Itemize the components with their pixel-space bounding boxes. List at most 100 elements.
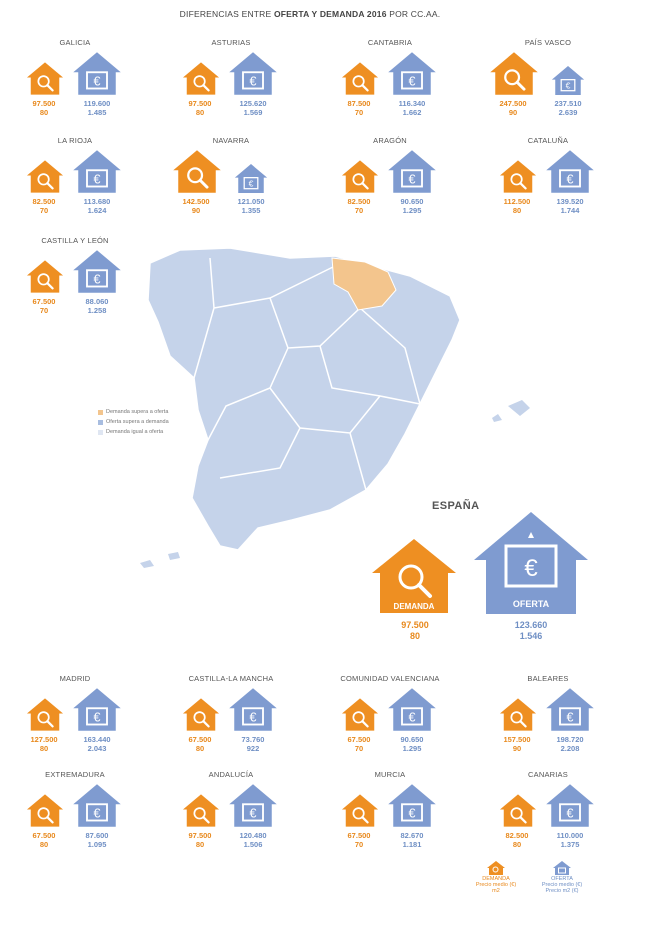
demanda-values: 67.500 70 xyxy=(18,297,70,315)
oferta-price: 73.760 xyxy=(241,735,265,744)
oferta-house-icon: € xyxy=(387,51,437,96)
svg-text:€: € xyxy=(249,179,254,189)
svg-text:€: € xyxy=(94,272,101,286)
region-card: ASTURIAS €97.500 80 125.620 1.569 xyxy=(166,38,296,134)
baleares-shape xyxy=(492,400,530,422)
spain-oferta-m2: 1.546 xyxy=(519,631,543,641)
demanda-price: 67.500 xyxy=(347,735,371,744)
demanda-m2: 80 xyxy=(512,206,522,215)
demanda-values: 157.500 90 xyxy=(491,735,543,753)
oferta-house-icon: € xyxy=(234,163,268,194)
region-card: CASTILLA Y LEÓN €67.500 70 88.060 1.258 xyxy=(10,236,140,332)
demanda-m2: 90 xyxy=(508,108,518,117)
region-card: EXTREMADURA €67.500 80 87.600 1.095 xyxy=(10,770,140,866)
region-name: CASTILLA Y LEÓN xyxy=(41,236,109,245)
oferta-m2: 2.208 xyxy=(560,744,580,753)
oferta-values: 237.510 2.639 xyxy=(541,99,595,117)
oferta-values: 90.650 1.295 xyxy=(385,197,439,215)
oferta-price: 82.670 xyxy=(400,831,424,840)
oferta-price: 237.510 xyxy=(554,99,582,108)
demanda-house-icon xyxy=(489,51,539,96)
region-name: ASTURIAS xyxy=(211,38,251,47)
demanda-m2: 80 xyxy=(39,840,49,849)
demanda-price: 127.500 xyxy=(30,735,58,744)
region-name: ARAGÓN xyxy=(373,136,407,145)
oferta-m2: 1.375 xyxy=(560,840,580,849)
demanda-values: 87.500 70 xyxy=(333,99,385,117)
region-card: CANARIAS €82.500 80 110.000 1.375 xyxy=(483,770,613,866)
oferta-m2: 1.744 xyxy=(560,206,580,215)
region-card: ANDALUCÍA €97.500 80 120.480 1.506 xyxy=(166,770,296,866)
legend-oferta-line1: OFERTA xyxy=(551,876,573,882)
oferta-house-icon: € xyxy=(545,783,595,828)
oferta-house-icon: € xyxy=(72,249,122,294)
oferta-values: 113.680 1.624 xyxy=(70,197,124,215)
demanda-values: 97.500 80 xyxy=(174,99,226,117)
svg-text:€: € xyxy=(94,172,101,186)
demanda-price: 82.500 xyxy=(505,831,529,840)
oferta-m2: 1.258 xyxy=(87,306,107,315)
demanda-m2: 70 xyxy=(354,206,364,215)
region-name: ANDALUCÍA xyxy=(208,770,254,779)
spain-demanda-m2: 80 xyxy=(409,631,420,641)
spain-demanda-label: DEMANDA xyxy=(394,602,435,611)
svg-text:€: € xyxy=(94,74,101,88)
region-card: CATALUÑA €112.500 80 139.520 1.744 xyxy=(483,136,613,232)
demanda-m2: 70 xyxy=(354,744,364,753)
oferta-values: 73.760 922 xyxy=(226,735,280,753)
spain-demanda-values: 97.500 80 xyxy=(380,620,450,642)
demanda-values: 67.500 70 xyxy=(333,831,385,849)
demanda-house-icon xyxy=(26,793,64,828)
demanda-values: 67.500 80 xyxy=(18,831,70,849)
oferta-values: 116.340 1.662 xyxy=(385,99,439,117)
canarias-shape xyxy=(140,552,180,568)
oferta-house-icon: € xyxy=(72,149,122,194)
svg-text:€: € xyxy=(409,74,416,88)
demanda-price: 67.500 xyxy=(347,831,371,840)
region-card: GALICIA €97.500 80 119.600 1.485 xyxy=(10,38,140,134)
region-borders xyxy=(193,257,421,491)
oferta-values: 90.650 1.295 xyxy=(385,735,439,753)
region-name: EXTREMADURA xyxy=(45,770,105,779)
oferta-house-icon xyxy=(553,861,571,875)
svg-text:€: € xyxy=(409,806,416,820)
spain-oferta-price: 123.660 xyxy=(514,620,548,630)
legend-oferta-line3: Precio m2 (€) xyxy=(545,888,579,894)
region-name: NAVARRA xyxy=(212,136,250,145)
oferta-values: 87.600 1.095 xyxy=(70,831,124,849)
region-card: CASTILLA-LA MANCHA €67.500 80 73.760 922 xyxy=(166,674,296,770)
demanda-m2: 70 xyxy=(39,306,49,315)
demanda-m2: 90 xyxy=(512,744,522,753)
svg-text:€: € xyxy=(524,555,538,582)
region-card: COMUNIDAD VALENCIANA €67.500 70 90.650 1.295 xyxy=(325,674,455,770)
oferta-m2: 1.485 xyxy=(87,108,107,117)
demanda-house-icon xyxy=(341,159,379,194)
oferta-price: 110.000 xyxy=(556,831,584,840)
demanda-price: 157.500 xyxy=(503,735,531,744)
demanda-values: 247.500 90 xyxy=(487,99,539,117)
demanda-house-icon xyxy=(487,861,505,875)
oferta-values: 110.000 1.375 xyxy=(543,831,597,849)
demanda-m2: 90 xyxy=(191,206,201,215)
demanda-house-icon xyxy=(499,697,537,732)
region-name: CASTILLA-LA MANCHA xyxy=(188,674,274,683)
svg-text:€: € xyxy=(566,81,571,91)
demanda-values: 82.500 80 xyxy=(491,831,543,849)
map-legend-item: Demanda supera a oferta xyxy=(98,407,169,417)
navarra-pais-vasco-highlight xyxy=(331,257,397,311)
oferta-house-icon: € xyxy=(387,149,437,194)
demanda-house-icon xyxy=(499,159,537,194)
demanda-house-icon xyxy=(182,793,220,828)
region-card: BALEARES €157.500 90 198.720 2.208 xyxy=(483,674,613,770)
demanda-house-icon xyxy=(182,61,220,96)
oferta-price: 90.650 xyxy=(400,735,424,744)
demanda-price: 87.500 xyxy=(347,99,371,108)
oferta-price: 90.650 xyxy=(400,197,424,206)
oferta-house-icon: € xyxy=(72,783,122,828)
legend-swatch xyxy=(98,429,103,435)
oferta-price: 120.480 xyxy=(239,831,267,840)
oferta-price: 198.720 xyxy=(556,735,584,744)
oferta-price: 113.680 xyxy=(83,197,111,206)
oferta-values: 82.670 1.181 xyxy=(385,831,439,849)
oferta-values: 121.050 1.355 xyxy=(224,197,278,215)
